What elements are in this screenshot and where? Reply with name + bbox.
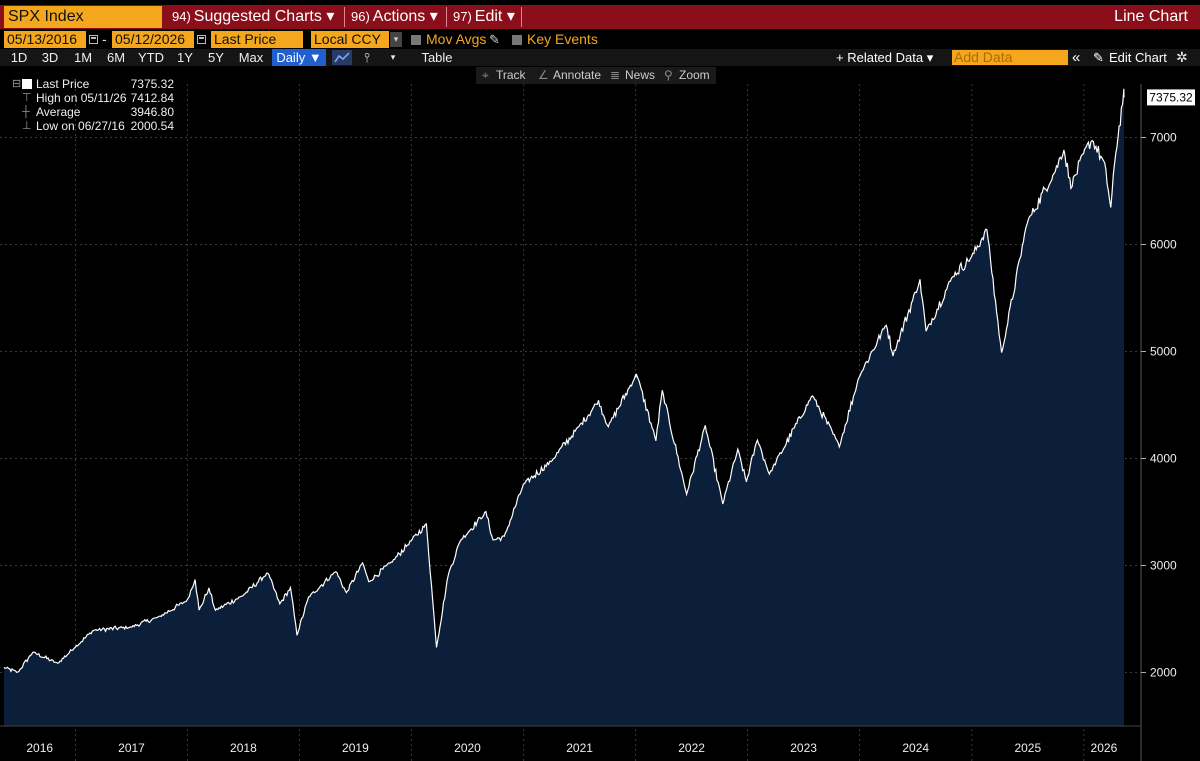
- track-tool[interactable]: Track: [496, 68, 526, 82]
- period-bar: 1D 3D 1M 6M YTD 1Y 5Y Max Daily ▼ ⫯ ▾ Ta…: [0, 49, 1200, 66]
- bar-style-icon[interactable]: ⫯: [364, 50, 370, 65]
- last-price-tag-text: 7375.32: [1149, 90, 1193, 104]
- chart-type-label: Line Chart: [1114, 8, 1188, 25]
- x-tick-label: 2022: [678, 741, 705, 755]
- legend-row-low: ⊥ Low on 06/27/16 2000.54: [22, 119, 174, 133]
- x-axis-ticks: 2016 2017 2018 2019 2020 2021 2022 2023 2024 2025…: [26, 741, 1117, 755]
- x-tick-label: 2023: [790, 741, 817, 755]
- currency-select[interactable]: Local CCY: [311, 31, 389, 48]
- y-axis-ticks: 2000 3000 4000 5000 6000 7000: [1141, 131, 1177, 680]
- price-area: [4, 88, 1124, 727]
- actions-menu[interactable]: 96) Actions ▾: [351, 8, 438, 25]
- x-tick-label: 2019: [342, 741, 369, 755]
- x-tick-label: 2020: [454, 741, 481, 755]
- period-6m-button[interactable]: 6M: [106, 50, 126, 65]
- period-max-button[interactable]: Max: [238, 50, 264, 65]
- high-marker-icon: ⊤: [22, 92, 32, 104]
- x-tick-label: 2016: [26, 741, 53, 755]
- menu-divider: [521, 7, 522, 27]
- period-1m-button[interactable]: 1M: [73, 50, 93, 65]
- x-tick-label: 2017: [118, 741, 145, 755]
- x-tick-label: 2026: [1091, 741, 1118, 755]
- news-tool[interactable]: News: [625, 68, 656, 82]
- key-events-checkbox[interactable]: [512, 35, 522, 45]
- line-graph-icon[interactable]: [332, 50, 352, 65]
- legend-row-last-price: ⊟ Last Price 7375.32: [12, 77, 174, 91]
- ticker-strip: ▀▀ ▀▀ ▀▀▀▀ ▀ ▀ ▀▀▀▀▀▀▀ ▀ ▀▀▀▀▀▀▀ ▀ ▀▀▀▀▀…: [0, 0, 1200, 5]
- add-data-input[interactable]: Add Data: [952, 50, 1068, 65]
- pencil-icon[interactable]: ✎: [489, 32, 500, 47]
- x-tick-label: 2021: [566, 741, 593, 755]
- mov-avgs-checkbox[interactable]: [411, 35, 421, 45]
- end-date-field[interactable]: 05/12/2026: [112, 31, 194, 48]
- y-tick-label: 3000: [1150, 559, 1177, 573]
- period-1d-button[interactable]: 1D: [10, 50, 28, 65]
- annotate-icon: ∠: [538, 68, 549, 82]
- calendar-icon[interactable]: [89, 35, 98, 44]
- security-field[interactable]: SPX Index: [4, 6, 162, 28]
- legend-row-high: ⊤ High on 05/11/26 7412.84: [22, 91, 174, 105]
- table-button[interactable]: Table: [421, 50, 453, 65]
- x-tick-label: 2018: [230, 741, 257, 755]
- pencil-icon[interactable]: ✎: [1093, 50, 1104, 65]
- tree-icon: ⊟: [12, 78, 22, 90]
- legend-row-average: ┼ Average 3946.80: [22, 105, 174, 119]
- price-field-select[interactable]: Last Price: [211, 31, 303, 48]
- period-1y-button[interactable]: 1Y: [177, 50, 193, 65]
- zoom-icon: ⚲: [664, 68, 673, 82]
- x-tick-label: 2024: [902, 741, 929, 755]
- key-events-label: Key Events: [527, 31, 598, 47]
- date-separator: -: [102, 31, 107, 47]
- edit-chart-button[interactable]: Edit Chart: [1109, 50, 1167, 65]
- y-tick-label: 6000: [1150, 238, 1177, 252]
- suggested-charts-menu[interactable]: 94) Suggested Charts ▾: [172, 8, 335, 25]
- mov-avgs-label: Mov Avgs: [426, 31, 487, 47]
- x-tick-label: 2025: [1014, 741, 1041, 755]
- period-5y-button[interactable]: 5Y: [208, 50, 224, 65]
- y-tick-label: 2000: [1150, 666, 1177, 680]
- gear-icon[interactable]: ✲: [1176, 49, 1188, 65]
- period-ytd-button[interactable]: YTD: [138, 50, 164, 65]
- low-marker-icon: ⊥: [22, 120, 32, 132]
- frequency-select[interactable]: Daily ▼: [272, 49, 326, 66]
- chevron-down-icon[interactable]: ▾: [390, 32, 402, 47]
- y-tick-label: 4000: [1150, 452, 1177, 466]
- zoom-tool[interactable]: Zoom: [679, 68, 710, 82]
- white-square-icon: [22, 79, 32, 89]
- average-marker-icon: ┼: [22, 106, 30, 118]
- date-controls: 05/13/2016 - 05/12/2026 Last Price Local…: [0, 31, 1200, 49]
- news-icon: ≣: [610, 68, 621, 82]
- start-date-field[interactable]: 05/13/2016: [4, 31, 86, 48]
- function-header: SPX Index 94) Suggested Charts ▾ 96) Actio…: [0, 5, 1200, 29]
- chart-legend: ⊟ Last Price 7375.32 ⊤ High on 05/11/26 7412…: [8, 77, 180, 135]
- collapse-icon[interactable]: «: [1072, 49, 1081, 66]
- menu-divider: [446, 7, 447, 27]
- ticker-fragment: ▀▀ ▀▀ ▀▀▀▀ ▀ ▀ ▀▀▀▀▀▀▀ ▀ ▀▀▀▀▀▀▀ ▀ ▀▀▀▀▀…: [14, 0, 433, 5]
- menu-divider: [344, 7, 345, 27]
- period-3d-button[interactable]: 3D: [41, 50, 59, 65]
- last-price-tag: 7375.32: [1147, 89, 1195, 106]
- calendar-icon[interactable]: [197, 35, 206, 44]
- edit-menu[interactable]: 97) Edit ▾: [453, 8, 515, 25]
- annotate-tool[interactable]: Annotate: [553, 68, 602, 82]
- y-tick-label: 5000: [1150, 345, 1177, 359]
- chevron-down-icon[interactable]: ▾: [390, 52, 396, 62]
- related-data-menu[interactable]: + Related Data ▾: [836, 50, 934, 65]
- crosshair-icon: ⌖: [482, 68, 489, 82]
- y-tick-label: 7000: [1150, 131, 1177, 145]
- price-line: [3, 88, 1125, 673]
- chart-toolbar: ⌖ Track ∠ Annotate ≣ News ⚲ Zoom: [476, 67, 716, 84]
